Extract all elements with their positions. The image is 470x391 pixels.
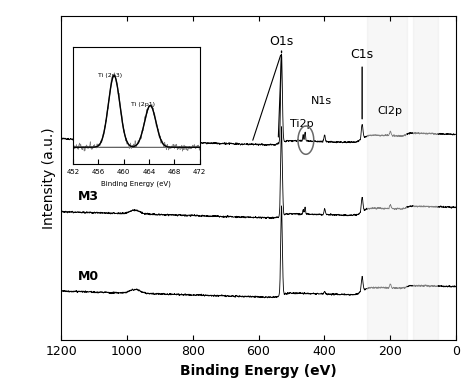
- Text: Ti (2p1): Ti (2p1): [131, 102, 155, 107]
- Text: M6: M6: [78, 118, 99, 131]
- Y-axis label: Intensity (a.u.): Intensity (a.u.): [41, 127, 55, 229]
- Bar: [413, 16, 438, 340]
- Bar: [367, 16, 407, 340]
- Text: M3: M3: [78, 190, 99, 203]
- X-axis label: Binding Energy (eV): Binding Energy (eV): [180, 364, 337, 378]
- Text: Ti (2p3): Ti (2p3): [98, 73, 122, 78]
- Text: M0: M0: [78, 270, 99, 283]
- Text: N1s: N1s: [311, 96, 332, 106]
- Text: O1s: O1s: [269, 35, 294, 48]
- X-axis label: Binding Energy (eV): Binding Energy (eV): [102, 181, 171, 187]
- Text: C1s: C1s: [351, 48, 374, 61]
- Text: Ti2p: Ti2p: [290, 119, 314, 129]
- Text: Cl2p: Cl2p: [377, 106, 403, 116]
